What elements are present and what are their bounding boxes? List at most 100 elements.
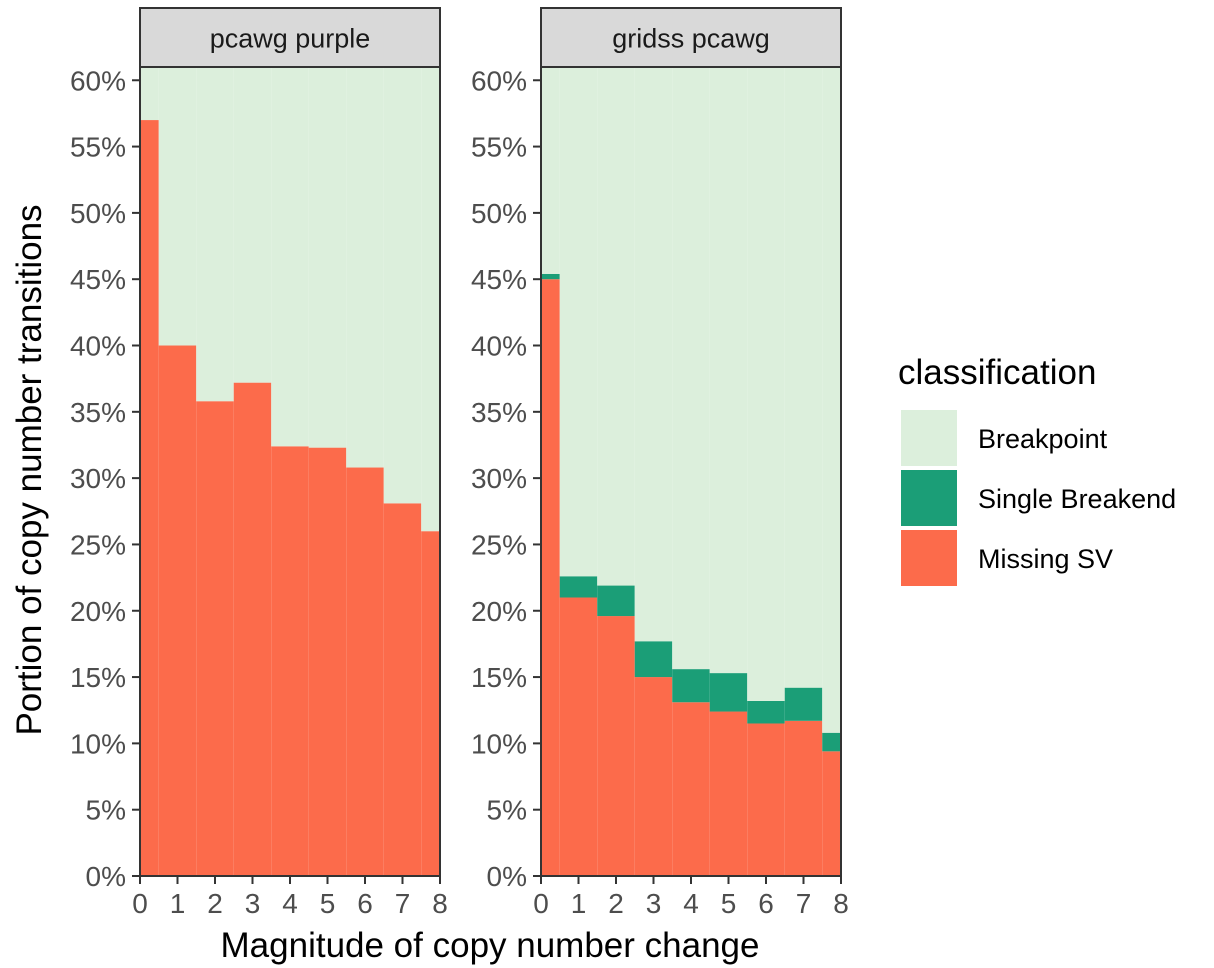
bar-single-breakend-7 (784, 687, 823, 721)
y-tick-label: 35% (471, 397, 527, 428)
y-tick-label: 0% (487, 861, 527, 892)
bar-breakpoint-4 (672, 67, 710, 670)
x-tick-label: 5 (320, 888, 336, 919)
panel-0: pcawg purple 0% 5% 10% 15% 20% 25% 30% 35% 40% 45%… (70, 7, 448, 919)
bar-single-breakend-5 (709, 673, 748, 712)
y-tick-label: 50% (70, 198, 126, 229)
facet-strip (139, 7, 441, 68)
panel-bars (541, 67, 841, 876)
x-tick-label: 1 (571, 888, 587, 919)
x-tick-label: 6 (758, 888, 774, 919)
bar-breakpoint-6 (346, 67, 384, 468)
x-tick-label: 5 (721, 888, 737, 919)
y-tick-label: 15% (471, 662, 527, 693)
y-tick-label: 25% (70, 529, 126, 560)
x-tick-label: 3 (245, 888, 261, 919)
x-tick-label: 8 (432, 888, 448, 919)
x-tick-label: 3 (646, 888, 662, 919)
bar-breakpoint-0 (541, 67, 560, 274)
bar-single-breakend-3 (634, 641, 673, 678)
bar-single-breakend-1 (559, 576, 598, 598)
bar-missing-sv-5 (308, 447, 347, 876)
y-axis-title: Portion of copy number transitions (10, 204, 49, 735)
y-tick-label: 35% (70, 397, 126, 428)
bar-breakpoint-7 (383, 67, 422, 504)
legend-label: Breakpoint (978, 424, 1108, 454)
bar-missing-sv-4 (672, 702, 710, 876)
bar-missing-sv-6 (346, 467, 384, 876)
bar-missing-sv-1 (158, 345, 197, 876)
bar-missing-sv-2 (196, 401, 234, 876)
legend-key-single-breakend (901, 470, 957, 526)
x-tick-label: 7 (395, 888, 411, 919)
bar-breakpoint-1 (559, 67, 598, 577)
bar-breakpoint-7 (784, 67, 823, 688)
bar-breakpoint-5 (308, 67, 347, 448)
bar-breakpoint-2 (196, 67, 234, 402)
bar-breakpoint-8 (822, 67, 841, 733)
bar-breakpoint-3 (634, 67, 673, 642)
bar-single-breakend-8 (822, 732, 841, 752)
y-tick-label: 55% (471, 132, 527, 163)
y-tick-label: 30% (471, 463, 527, 494)
y-tick-label: 30% (70, 463, 126, 494)
bar-breakpoint-6 (747, 67, 785, 701)
bar-missing-sv-7 (383, 503, 422, 876)
legend-label: Missing SV (978, 544, 1113, 574)
x-tick-label: 0 (533, 888, 549, 919)
x-axis-title: Magnitude of copy number change (221, 926, 760, 965)
bar-missing-sv-0 (140, 120, 159, 876)
x-tick-label: 8 (833, 888, 849, 919)
bar-missing-sv-1 (559, 597, 598, 876)
bar-missing-sv-8 (421, 531, 440, 876)
bar-breakpoint-0 (140, 67, 159, 121)
bar-single-breakend-0 (541, 273, 560, 280)
bar-missing-sv-4 (271, 446, 309, 876)
y-tick-label: 40% (471, 331, 527, 362)
legend-title: classification (898, 353, 1096, 392)
facet-strip (540, 7, 842, 68)
x-tick-label: 4 (683, 888, 699, 919)
x-tick-label: 2 (207, 888, 223, 919)
y-tick-label: 5% (86, 795, 126, 826)
x-tick-label: 4 (282, 888, 298, 919)
y-tick-label: 5% (487, 795, 527, 826)
y-tick-label: 25% (471, 529, 527, 560)
y-tick-label: 20% (70, 596, 126, 627)
legend-label: Single Breakend (978, 484, 1176, 514)
legend-key-breakpoint (901, 410, 957, 466)
bar-missing-sv-6 (747, 723, 785, 876)
x-tick-label: 0 (132, 888, 148, 919)
bar-breakpoint-4 (271, 67, 309, 447)
y-tick-label: 55% (70, 132, 126, 163)
x-tick-label: 6 (357, 888, 373, 919)
x-tick-label: 7 (796, 888, 812, 919)
bar-missing-sv-5 (709, 711, 748, 876)
x-tick-label: 2 (608, 888, 624, 919)
bar-missing-sv-2 (597, 616, 635, 876)
bar-missing-sv-3 (634, 677, 673, 876)
bar-missing-sv-7 (784, 720, 823, 876)
bar-single-breakend-6 (747, 700, 785, 724)
y-tick-label: 45% (471, 264, 527, 295)
bar-breakpoint-2 (597, 67, 635, 586)
x-tick-label: 1 (170, 888, 186, 919)
bar-breakpoint-3 (233, 67, 272, 383)
bar-breakpoint-1 (158, 67, 197, 346)
bar-missing-sv-8 (822, 751, 841, 876)
legend-key-missing-sv (901, 530, 957, 586)
bar-missing-sv-3 (233, 382, 272, 876)
y-tick-label: 60% (70, 65, 126, 96)
bar-breakpoint-8 (421, 67, 440, 532)
bar-breakpoint-5 (709, 67, 748, 674)
bar-missing-sv-0 (541, 279, 560, 876)
facet-title: gridss pcawg (612, 24, 770, 54)
panels-layer: pcawg purple0%5%10%15%20%25%30%35%40%45%… (70, 7, 849, 919)
y-tick-label: 20% (471, 596, 527, 627)
bar-single-breakend-2 (597, 585, 635, 617)
y-tick-label: 15% (70, 662, 126, 693)
panel-bars (140, 67, 440, 876)
y-tick-label: 0% (86, 861, 126, 892)
y-tick-label: 10% (471, 728, 527, 759)
